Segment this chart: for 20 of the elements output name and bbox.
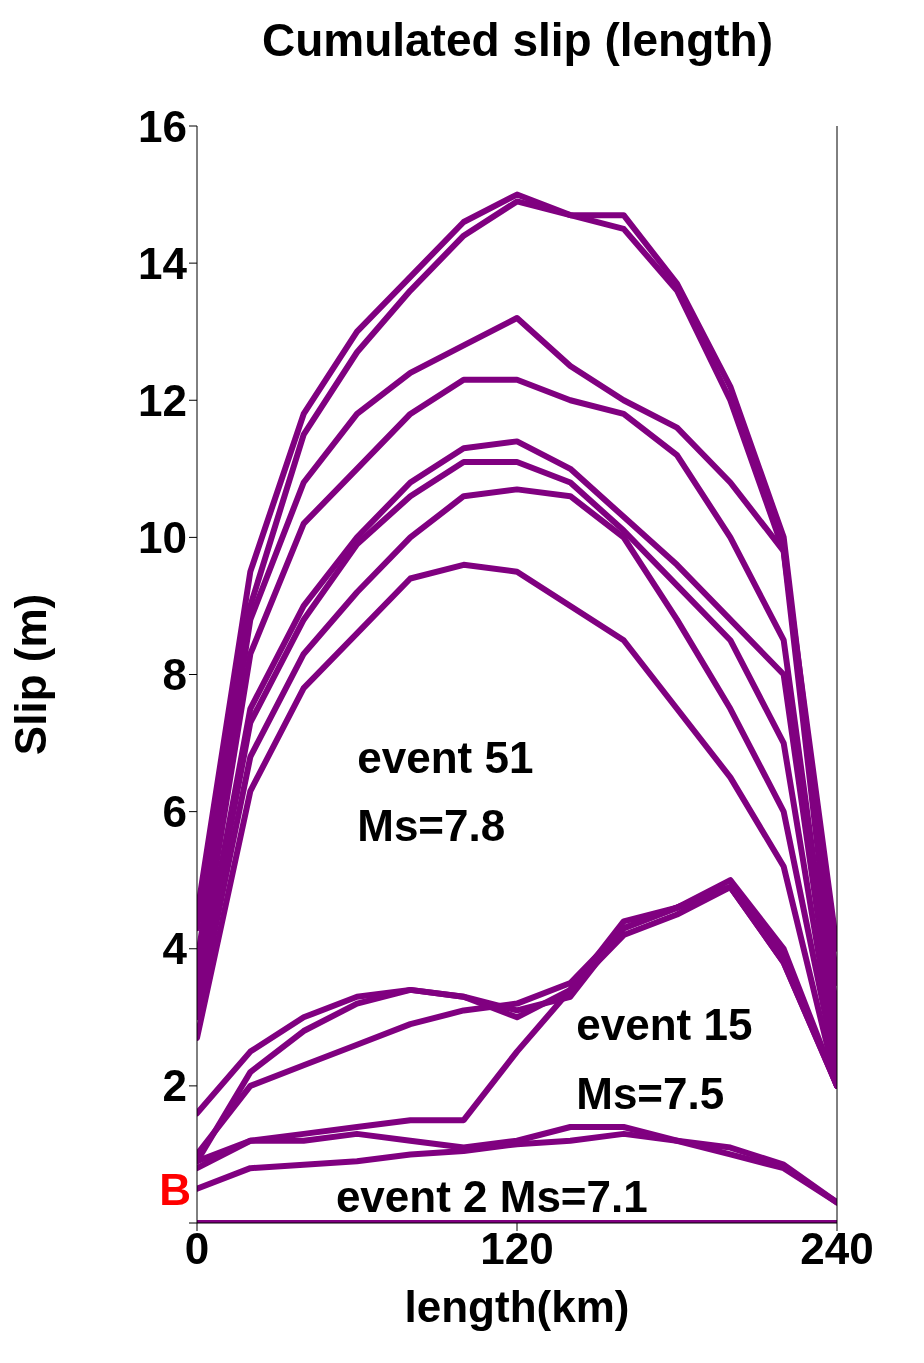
y-tick-label: 16 — [138, 101, 187, 151]
x-tick-label: 120 — [480, 1224, 554, 1274]
annotation: Ms=7.8 — [357, 801, 506, 851]
y-tick-label: 12 — [138, 375, 187, 425]
text: B — [159, 1164, 191, 1214]
x-tick-label: 0 — [184, 1224, 210, 1274]
y-tick-label: 4 — [162, 924, 188, 974]
x-axis-title: length(km) — [404, 1282, 630, 1331]
annotation: event 51 — [357, 732, 534, 782]
annotation: event 15 — [576, 1000, 753, 1050]
y-tick-label: 14 — [138, 238, 188, 288]
annotation: event 2 Ms=7.1 — [335, 1171, 648, 1221]
y-axis-title: Slip (m) — [5, 593, 55, 756]
y-tick-label: 8 — [162, 650, 187, 700]
x-tick-label: 240 — [800, 1224, 874, 1274]
annotation: Ms=7.5 — [576, 1068, 725, 1118]
y-tick-label: 10 — [138, 512, 187, 562]
y-tick-label: 2 — [162, 1061, 187, 1111]
chart-title: Cumulated slip (length) — [261, 14, 774, 66]
y-tick-label: 6 — [162, 787, 187, 837]
